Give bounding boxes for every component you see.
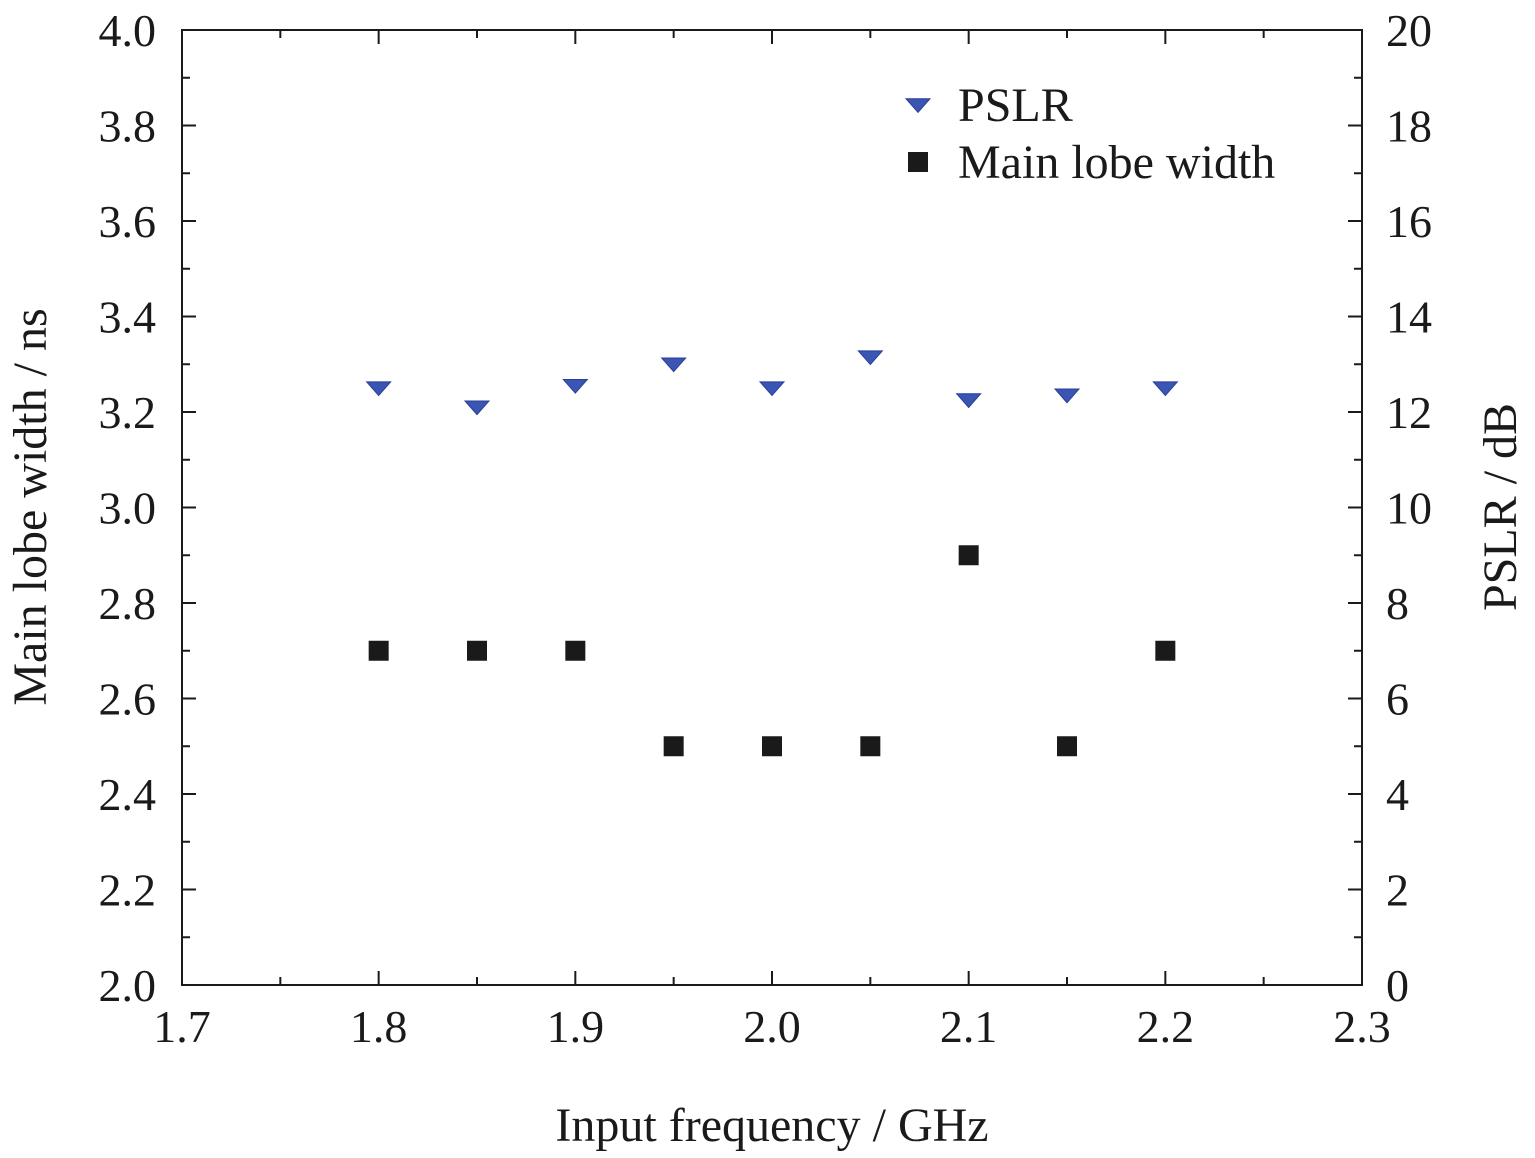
y-left-tick-label: 2.2 [99, 865, 157, 916]
pslr-point [1053, 388, 1081, 404]
main-lobe-width-point [958, 545, 979, 566]
x-tick-label: 1.9 [547, 1001, 605, 1052]
data-marks [365, 350, 1179, 757]
series-main-lobe-width [368, 545, 1176, 757]
y-right-tick-label: 4 [1386, 769, 1409, 820]
main-lobe-width-point [1155, 640, 1176, 661]
y-left-tick-label: 3.4 [99, 292, 157, 343]
y-axis-title-left: Main lobe width / ns [4, 308, 57, 705]
y-left-tick-label: 3.2 [99, 387, 157, 438]
pslr-point [955, 393, 982, 409]
legend-label: PSLR [958, 79, 1073, 132]
y-right-tick-label: 12 [1386, 387, 1432, 438]
main-lobe-width-point [762, 736, 782, 757]
y-left-tick-label: 2.8 [99, 578, 157, 629]
x-axis-title: Input frequency / GHz [555, 1099, 988, 1152]
main-lobe-width-point [860, 736, 881, 757]
x-tick-label: 2.1 [940, 1001, 998, 1052]
y-right-tick-label: 16 [1386, 196, 1432, 247]
pslr-point [1152, 381, 1179, 397]
y-axis-title-right: PSLR / dB [1474, 403, 1527, 611]
legend-marker-main-lobe-width [908, 152, 928, 172]
main-lobe-width-point [368, 640, 389, 661]
y-left-tick-label: 2.0 [99, 960, 157, 1011]
pslr-point [562, 378, 589, 394]
x-tick-label: 2.2 [1137, 1001, 1195, 1052]
axis-ticks [181, 29, 1363, 986]
y-right-tick-label: 20 [1386, 5, 1432, 56]
legend-label: Main lobe width [958, 136, 1275, 189]
y-left-tick-label: 4.0 [99, 5, 157, 56]
x-tick-label: 1.8 [350, 1001, 408, 1052]
main-lobe-width-point [1057, 736, 1077, 757]
legend-marker-pslr [904, 98, 932, 114]
y-right-tick-label: 2 [1386, 865, 1409, 916]
y-right-tick-label: 6 [1386, 674, 1409, 725]
y-right-tick-label: 10 [1386, 483, 1432, 534]
series-pslr [365, 350, 1179, 416]
y-right-tick-label: 0 [1386, 960, 1409, 1011]
y-right-tick-label: 8 [1386, 578, 1409, 629]
y-left-tick-label: 3.0 [99, 483, 157, 534]
pslr-point [463, 400, 491, 416]
main-lobe-width-point [467, 640, 487, 661]
y-left-tick-label: 3.6 [99, 196, 157, 247]
pslr-point [857, 350, 884, 366]
x-tick-label: 2.0 [743, 1001, 801, 1052]
y-left-tick-label: 3.8 [99, 101, 157, 152]
y-left-tick-label: 2.6 [99, 674, 157, 725]
pslr-point [660, 357, 687, 373]
tick-labels: 1.7 1.8 1.9 2.0 2.1 2.2 2.3 2.0 2.2 2.4 2.6 2.8 3.0 3… [99, 5, 1433, 1052]
pslr-point [365, 381, 392, 397]
x-tick-label: 2.3 [1333, 1001, 1391, 1052]
y-right-tick-label: 18 [1386, 101, 1432, 152]
main-lobe-width-point [565, 640, 586, 661]
x-tick-label: 1.7 [153, 1001, 211, 1052]
y-left-tick-label: 2.4 [99, 769, 157, 820]
main-lobe-width-point [663, 736, 684, 757]
pslr-point [758, 381, 786, 397]
y-right-tick-label: 14 [1386, 292, 1432, 343]
